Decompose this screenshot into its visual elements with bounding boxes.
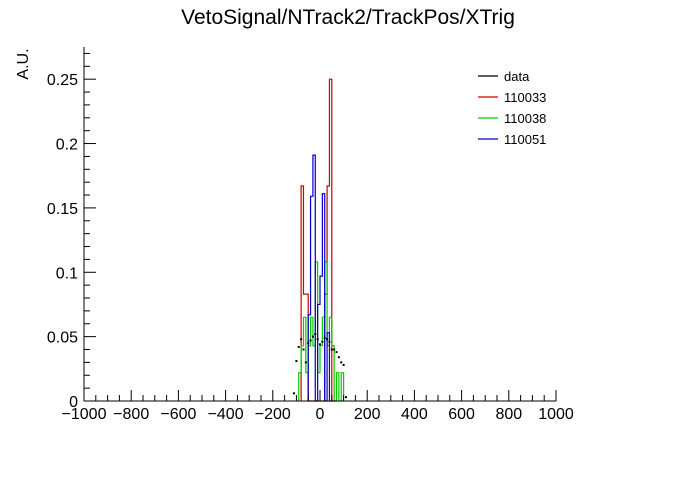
data-point xyxy=(326,338,329,341)
data-point xyxy=(309,339,312,342)
series-110038-histogram xyxy=(298,261,345,402)
data-point xyxy=(333,348,336,351)
data-point xyxy=(314,333,317,336)
data-point xyxy=(328,340,331,343)
legend-label-110051: 110051 xyxy=(504,132,546,147)
data-point xyxy=(337,356,340,359)
data-point xyxy=(330,348,333,351)
data-point xyxy=(311,335,314,338)
data-point xyxy=(319,343,321,346)
x-tick-label: 1000 xyxy=(538,406,574,423)
data-point xyxy=(300,338,303,341)
x-tick-label: 0 xyxy=(316,406,325,423)
legend-label-data: data xyxy=(504,69,530,84)
data-point xyxy=(297,345,300,348)
data-point xyxy=(321,340,324,343)
data-point xyxy=(335,351,338,354)
data-point xyxy=(295,360,298,363)
data-point xyxy=(323,336,326,339)
chart-title: VetoSignal/NTrack2/TrackPos/XTrig xyxy=(181,6,515,29)
y-tick-label: 0.05 xyxy=(47,330,78,347)
y-tick-label: 0.1 xyxy=(56,265,78,282)
x-tick-label: −200 xyxy=(255,406,291,423)
series-110051-histogram xyxy=(307,154,332,402)
data-point xyxy=(293,392,296,395)
legend-label-110033: 110033 xyxy=(504,90,546,105)
y-tick-label: 0 xyxy=(69,394,78,411)
x-tick-label: 400 xyxy=(401,406,428,423)
y-tick-label: 0.25 xyxy=(47,72,78,89)
x-tick-label: −400 xyxy=(208,406,244,423)
data-point xyxy=(342,363,345,366)
data-point xyxy=(302,348,305,351)
x-tick-label: −600 xyxy=(160,406,196,423)
x-tick-label: 600 xyxy=(448,406,475,423)
data-point xyxy=(307,342,310,345)
legend-label-110038: 110038 xyxy=(504,111,546,126)
legend: data 110033 110038 110051 xyxy=(478,69,546,147)
x-tick-label: 800 xyxy=(495,406,522,423)
y-axis-label: A.U. xyxy=(15,48,32,79)
y-tick-label: 0.15 xyxy=(47,201,78,218)
data-point xyxy=(316,338,319,341)
x-tick-label: −800 xyxy=(113,406,149,423)
x-tick-label: −1000 xyxy=(62,406,107,423)
y-tick-label: 0.2 xyxy=(56,137,78,154)
data-point xyxy=(340,361,343,364)
data-point xyxy=(344,396,347,399)
x-tick-label: 200 xyxy=(354,406,381,423)
data-point xyxy=(304,361,307,364)
axes: −1000 −800 −600 −400 −200 0 200 400 600 800 1000 0 0… xyxy=(47,47,574,423)
